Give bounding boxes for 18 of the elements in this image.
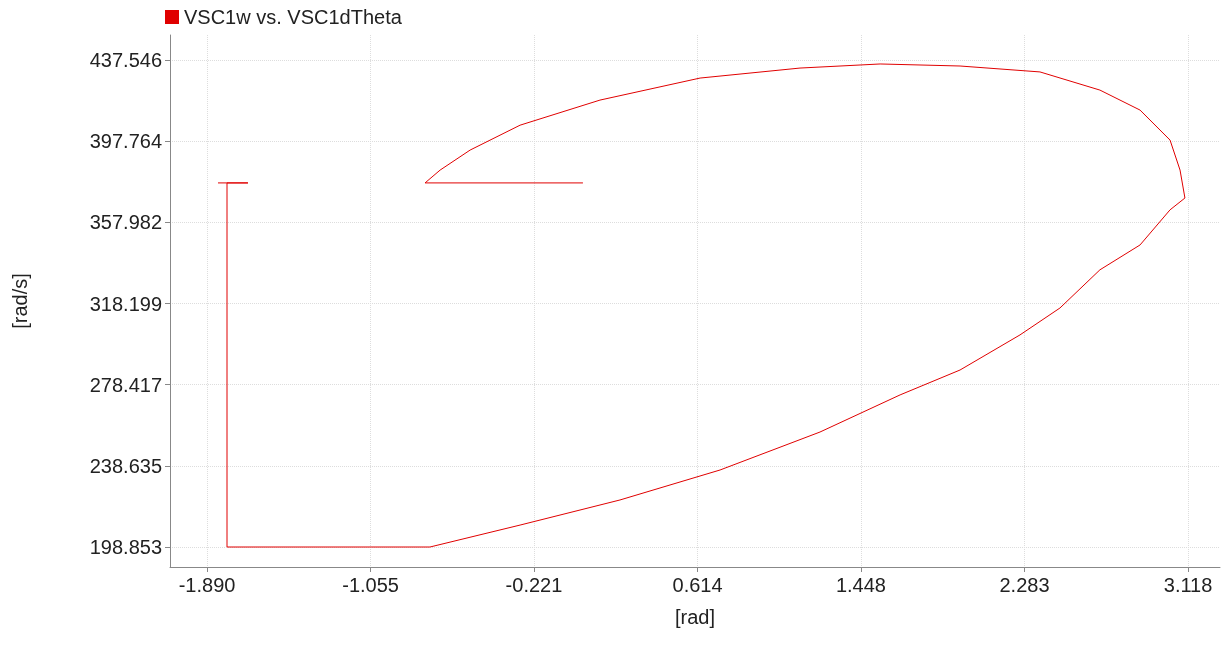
x-tick-label: 2.283 (999, 574, 1050, 596)
x-tick-label: -1.055 (342, 574, 399, 596)
x-tick-label: 3.118 (1163, 574, 1213, 596)
y-tick-label: 357.982 (89, 211, 162, 234)
y-axis-title: [rad/s] (9, 273, 31, 329)
x-tick-label: 1.448 (835, 574, 886, 596)
y-tick-label: 437.546 (89, 49, 162, 71)
x-tick-label: 0.614 (672, 574, 723, 596)
y-tick-label: 397.764 (89, 130, 162, 153)
x-tick-label: -1.890 (178, 574, 236, 596)
y-tick-label: 278.417 (89, 373, 162, 396)
y-tick-label: 318.199 (89, 292, 162, 315)
x-axis-title: [rad] (674, 606, 716, 628)
y-tick-label: 198.853 (89, 536, 162, 558)
legend-label: VSC1w vs. VSC1dTheta (184, 6, 403, 28)
y-tick-label: 238.635 (89, 454, 162, 477)
x-tick-label: -0.221 (505, 574, 563, 596)
line-series (217, 63, 1186, 548)
